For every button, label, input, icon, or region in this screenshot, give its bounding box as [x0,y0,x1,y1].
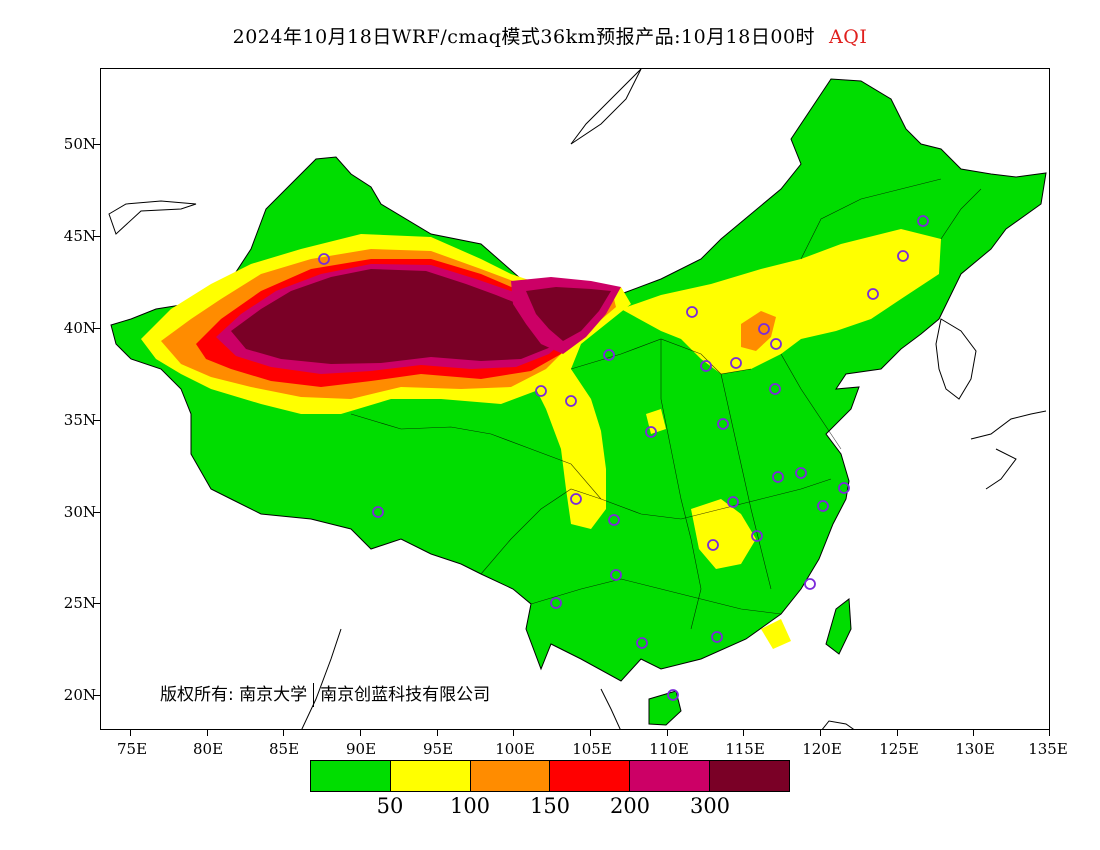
lon-tick [360,730,361,736]
lat-label-35n: 35N [63,411,96,429]
station-markers [318,215,929,701]
lon-tick [1049,730,1050,736]
taiwan-island [825,598,852,655]
legend-swatch-very-unhealthy [630,761,711,791]
copyright-owner: 版权所有: 南京大学 [160,685,308,705]
hainan-island [648,690,682,726]
lon-tick [973,730,974,736]
lon-label-95e: 95E [422,740,454,758]
aqi-moderate-se [761,619,791,649]
title-text: 2024年10月18日WRF/cmaq模式36km预报产品:10月18日00时 [232,26,816,48]
title-quantity: AQI [829,26,868,48]
copyright-divider [313,683,315,707]
legend-tick-200: 200 [609,794,651,818]
lon-tick [897,730,898,736]
legend-swatch-good [311,761,391,791]
map-title: 2024年10月18日WRF/cmaq模式36km预报产品:10月18日00时 A… [0,22,1100,49]
lon-label-130e: 130E [955,740,995,758]
legend-swatch-moderate [390,761,471,791]
aqi-hazardous-gobi-core [526,287,611,341]
lat-tick [93,328,100,329]
lon-tick [437,730,438,736]
lat-tick [93,603,100,604]
lon-label-120e: 120E [802,740,842,758]
lon-tick [820,730,821,736]
legend-tick-100: 100 [449,794,491,818]
lat-label-40n: 40N [63,319,96,337]
lat-tick [93,695,100,696]
lon-label-110e: 110E [649,740,689,758]
lon-label-85e: 85E [268,740,300,758]
lon-label-105e: 105E [572,740,612,758]
legend-swatch-usg [470,761,551,791]
aqi-map [108,69,1047,729]
aqi-moderate-south [691,499,756,569]
legend-tick-50: 50 [376,794,404,818]
lat-label-45n: 45N [63,227,96,245]
legend-tick-300: 300 [689,794,731,818]
lon-tick [743,730,744,736]
legend-swatch-hazardous [710,761,789,791]
map-frame [100,68,1050,730]
neighbor-coastlines [108,69,1047,729]
lon-tick [590,730,591,736]
lon-label-100e: 100E [495,740,535,758]
lon-tick [130,730,131,736]
lon-label-75e: 75E [116,740,148,758]
province-boundaries [350,178,982,630]
lon-tick [513,730,514,736]
legend-tick-150: 150 [529,794,571,818]
lat-label-25n: 25N [63,594,96,612]
copyright-notice: 版权所有: 南京大学 南京创蓝科技有限公司 [160,680,490,707]
lat-tick [93,420,100,421]
lon-tick [283,730,284,736]
copyright-company: 南京创蓝科技有限公司 [320,685,491,705]
lon-label-80e: 80E [192,740,224,758]
lon-label-125e: 125E [879,740,919,758]
lat-label-20n: 20N [63,686,96,704]
china-landmass [110,78,1047,682]
lat-tick [93,512,100,513]
lon-tick [667,730,668,736]
lon-tick [207,730,208,736]
aqi-moderate-east [621,229,941,374]
lat-label-50n: 50N [63,135,96,153]
lon-label-135e: 135E [1028,740,1068,758]
aqi-legend-colorbar [310,760,790,792]
legend-swatch-unhealthy [550,761,631,791]
lat-tick [93,144,100,145]
lat-label-30n: 30N [63,503,96,521]
aqi-moderate-west [521,344,606,529]
lat-tick [93,236,100,237]
lon-label-90e: 90E [345,740,377,758]
lon-label-115e: 115E [725,740,765,758]
aqi-hazardous-xinjiang [231,269,581,364]
